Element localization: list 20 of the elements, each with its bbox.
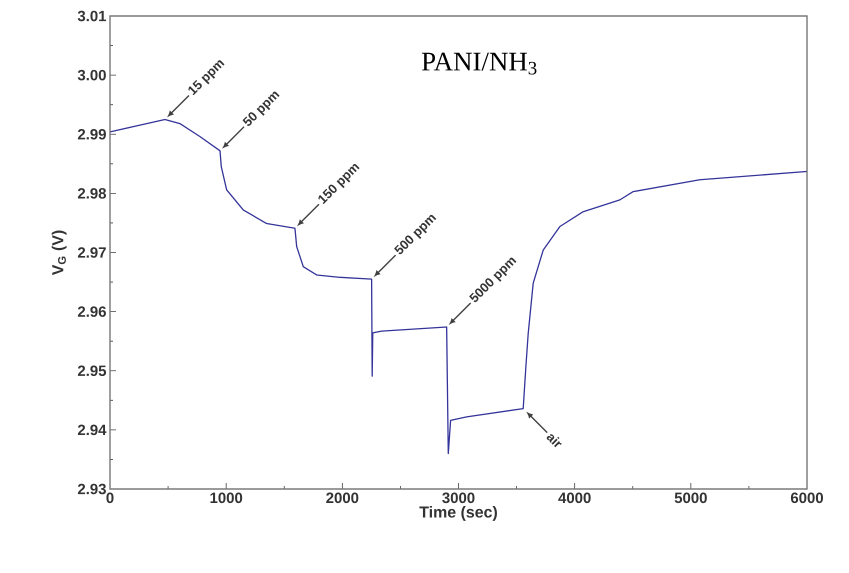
text: PANI/NH$_{3}$ [422,52,536,75]
x-tick-label: 1000 [210,492,242,504]
y-tick-label: 2.93 [78,484,106,494]
x-tick-label: 0 [106,492,114,504]
y-tick-label: 2.95 [78,365,106,376]
y-tick-label: 2.99 [78,128,106,140]
annotation: air [546,434,562,448]
y-tick-label: 2.97 [78,247,106,258]
y-axis-title: V$_{G}$ (V) [52,230,67,276]
y-tick-label: 2.96 [78,306,106,317]
y-tick-label: 2.98 [78,188,106,199]
x-axis-title: Time (sec) [419,506,497,521]
x-tick-label: 5000 [674,492,707,504]
x-tick-label: 2000 [326,492,358,504]
y-tick-label: 2.94 [78,424,106,436]
y-tick-label: 3.00 [78,70,106,80]
x-tick-label: 4000 [558,492,591,504]
y-tick-label: 3.01 [78,10,106,22]
x-tick-label: 3000 [442,492,474,504]
x-tick-label: 6000 [790,492,823,504]
